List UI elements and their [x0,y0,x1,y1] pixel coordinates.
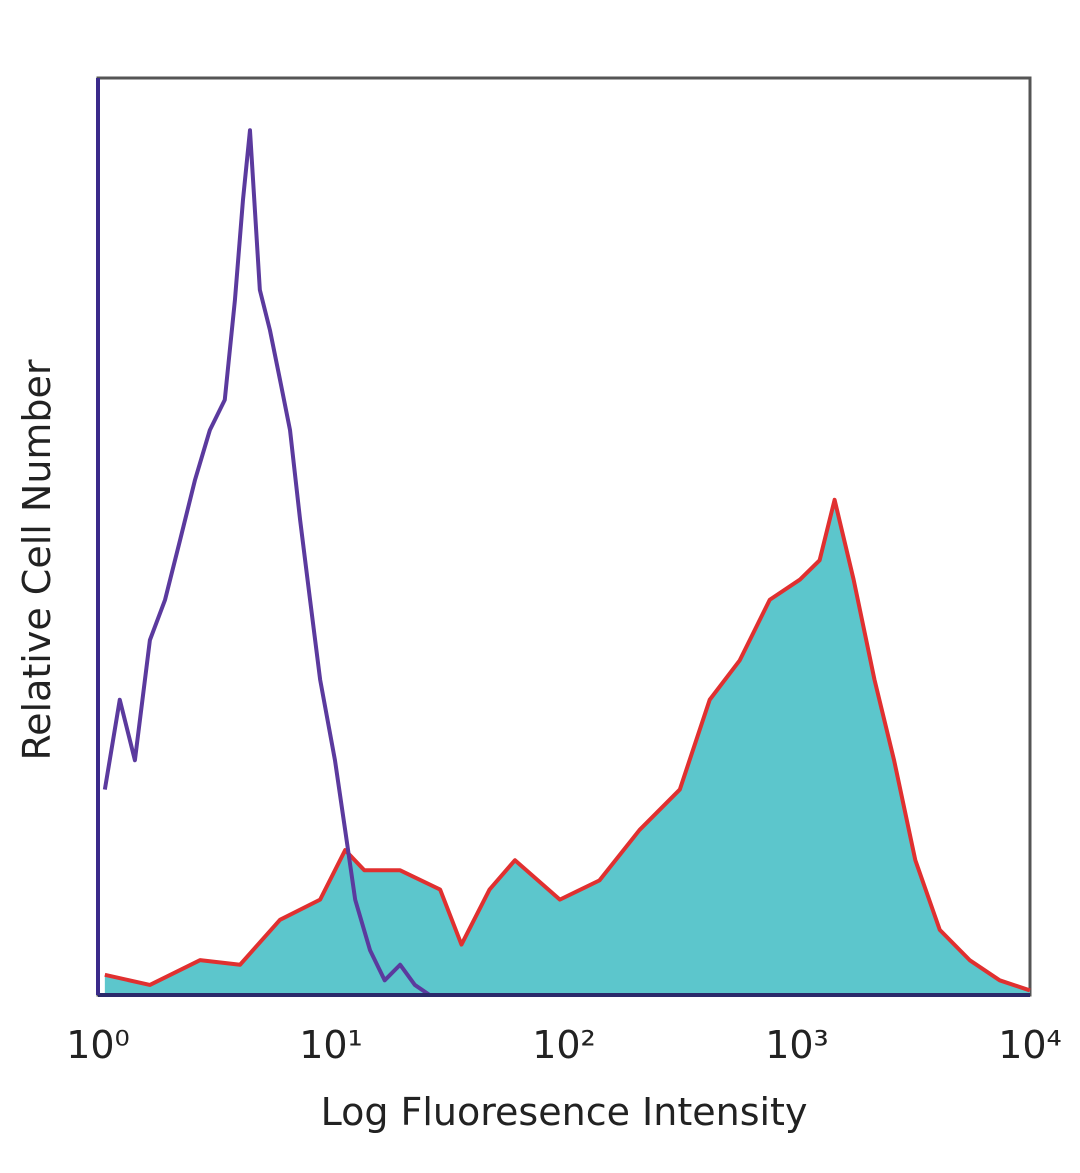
x-axis-label: Log Fluoresence Intensity [321,1090,808,1134]
y-axis-label: Relative Cell Number [15,359,59,760]
x-tick-label: 10³ [765,1023,829,1067]
x-tick-label: 10⁴ [998,1023,1062,1067]
x-tick-label: 10² [532,1023,596,1067]
x-tick-label: 10¹ [299,1023,363,1067]
histogram-line [102,128,431,997]
histogram-line [104,497,1031,993]
x-tick-label: 10⁰ [66,1023,130,1067]
